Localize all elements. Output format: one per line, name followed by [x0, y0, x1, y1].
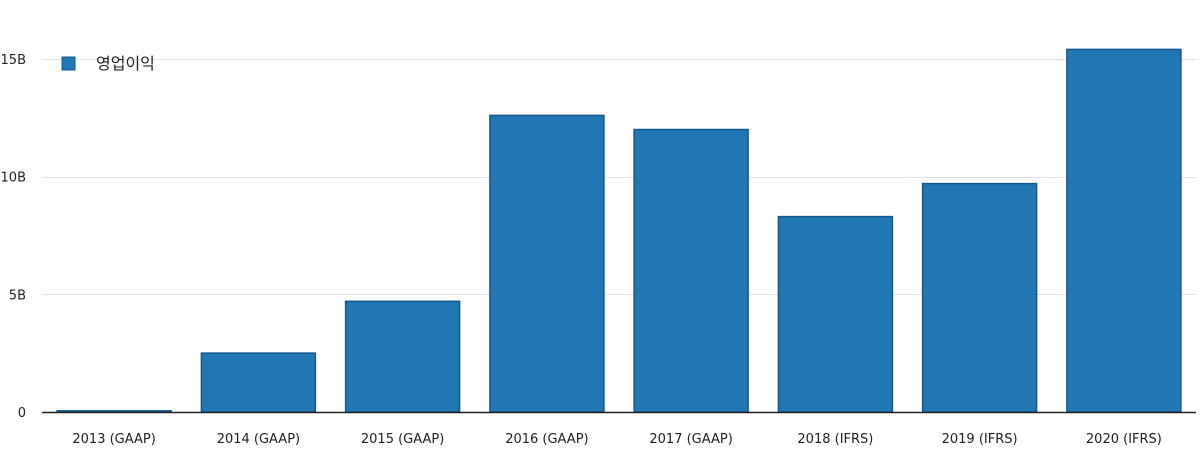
x-tick-label: 2016 (GAAP): [505, 432, 588, 447]
x-tick-label: 2017 (GAAP): [649, 432, 732, 447]
x-tick-label: 2018 (IFRS): [797, 432, 873, 447]
bar: [344, 300, 461, 413]
x-axis-ticks: 2013 (GAAP) 2014 (GAAP) 2015 (GAAP) 2016 (G…: [72, 432, 1161, 447]
bar: [200, 352, 317, 413]
x-tick-label: 2020 (IFRS): [1086, 432, 1162, 447]
x-tick-label: 2015 (GAAP): [361, 432, 444, 447]
y-tick-label: 0: [18, 406, 26, 421]
legend-swatch: [61, 56, 76, 71]
y-tick-label: 10B: [1, 171, 26, 186]
legend-label: 영업이익: [96, 54, 155, 73]
y-axis-ticks: 0 5B 10B 15B: [1, 53, 26, 421]
bar: [1066, 48, 1182, 413]
bar: [489, 114, 605, 413]
x-tick-label: 2014 (GAAP): [217, 432, 300, 447]
bar: [777, 215, 894, 413]
bar: [633, 128, 749, 413]
x-tick-label: 2019 (IFRS): [942, 432, 1018, 447]
bar: [921, 182, 1038, 413]
y-tick-label: 5B: [9, 288, 26, 303]
legend: 영업이익: [61, 54, 155, 73]
x-tick-label: 2013 (GAAP): [72, 432, 155, 447]
y-tick-label: 15B: [1, 53, 26, 68]
bars: [56, 48, 1182, 413]
